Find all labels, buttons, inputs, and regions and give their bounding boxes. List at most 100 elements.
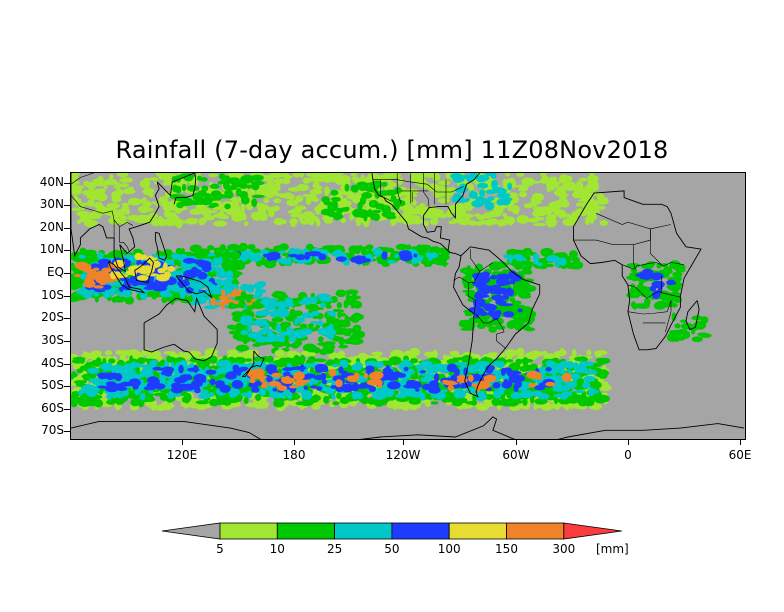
rain-cell bbox=[143, 177, 151, 182]
rain-cell bbox=[564, 181, 577, 191]
rain-cell bbox=[150, 260, 161, 268]
rain-cell bbox=[161, 366, 174, 373]
rain-cell bbox=[487, 173, 497, 177]
rain-cell bbox=[432, 383, 440, 390]
rain-cell bbox=[475, 360, 488, 370]
rain-cell bbox=[330, 385, 338, 389]
rain-cell bbox=[429, 218, 439, 226]
rain-cell bbox=[276, 193, 288, 197]
rain-cell bbox=[143, 386, 156, 391]
rain-cell bbox=[253, 282, 264, 290]
rain-cell bbox=[161, 404, 176, 408]
rain-cell bbox=[349, 338, 364, 345]
rain-cell bbox=[516, 215, 530, 224]
rain-cell bbox=[119, 220, 129, 225]
rain-cell bbox=[390, 217, 396, 226]
rain-cell bbox=[148, 289, 162, 298]
rain-cell bbox=[433, 373, 440, 382]
rain-cell bbox=[434, 186, 443, 190]
rain-cell bbox=[346, 375, 359, 383]
rain-cell bbox=[376, 175, 388, 183]
rain-cell bbox=[215, 248, 220, 257]
rain-cell bbox=[258, 329, 265, 336]
rain-cell bbox=[309, 385, 318, 389]
rain-cell bbox=[495, 299, 506, 305]
rain-cell bbox=[528, 383, 537, 388]
rain-cell bbox=[419, 392, 426, 401]
rain-cell bbox=[671, 312, 677, 322]
rain-cell bbox=[523, 278, 535, 283]
rain-cell bbox=[83, 388, 97, 395]
rain-cell bbox=[482, 220, 496, 226]
rain-cell bbox=[166, 293, 173, 297]
rain-cell bbox=[584, 183, 599, 192]
rain-cell bbox=[355, 358, 361, 364]
rain-cell bbox=[71, 375, 75, 380]
rain-cell bbox=[148, 212, 159, 219]
rain-cell bbox=[477, 182, 489, 189]
rain-cell bbox=[183, 173, 194, 182]
rain-cell bbox=[523, 203, 533, 209]
rain-cell bbox=[476, 404, 489, 411]
rain-cell bbox=[286, 363, 292, 367]
rain-cell bbox=[561, 183, 568, 188]
latitude-tick bbox=[64, 273, 70, 274]
rain-cell bbox=[540, 173, 547, 177]
rain-cell bbox=[262, 381, 268, 389]
rain-cell bbox=[96, 193, 108, 202]
rain-cell bbox=[377, 190, 391, 196]
rain-cell bbox=[549, 181, 556, 191]
rain-cell bbox=[453, 361, 468, 366]
rain-cell bbox=[205, 369, 217, 375]
rain-cell bbox=[468, 191, 478, 199]
rain-cell bbox=[290, 220, 297, 228]
rain-cell bbox=[313, 394, 319, 401]
rain-cell bbox=[119, 177, 133, 183]
rain-cell bbox=[247, 323, 252, 333]
rain-cell bbox=[240, 392, 253, 397]
rain-cell bbox=[103, 271, 110, 280]
rain-cell bbox=[101, 284, 112, 290]
rain-cell bbox=[455, 176, 461, 183]
longitude-tick bbox=[516, 440, 517, 445]
rain-cell bbox=[531, 390, 544, 397]
rain-cell bbox=[280, 260, 290, 265]
rain-cell bbox=[71, 179, 80, 186]
rain-cell bbox=[82, 384, 96, 390]
rain-cell bbox=[314, 207, 322, 215]
rain-cell bbox=[336, 301, 343, 309]
rain-cell bbox=[313, 374, 327, 381]
rain-cell bbox=[571, 212, 579, 219]
rain-cell bbox=[287, 330, 294, 338]
rain-cell bbox=[303, 385, 308, 390]
rain-cell bbox=[503, 254, 511, 259]
rain-cell bbox=[194, 386, 201, 394]
rain-cell bbox=[77, 288, 88, 296]
rain-cell bbox=[108, 358, 116, 364]
rain-cell bbox=[266, 355, 274, 364]
rain-cell bbox=[192, 186, 200, 191]
rain-cell bbox=[332, 173, 345, 175]
rain-cell bbox=[111, 190, 121, 199]
rain-cell bbox=[162, 204, 172, 212]
rain-cell bbox=[578, 398, 586, 406]
longitude-label: 180 bbox=[282, 448, 306, 462]
rain-cell bbox=[395, 243, 408, 251]
rain-cell bbox=[121, 372, 136, 381]
rain-cell bbox=[293, 354, 300, 364]
rain-cell bbox=[505, 398, 519, 407]
rain-cell bbox=[109, 174, 114, 180]
rain-cell bbox=[169, 358, 182, 363]
rain-cell bbox=[377, 351, 382, 357]
rain-cell bbox=[234, 204, 241, 212]
rain-cell bbox=[228, 390, 238, 398]
rain-cell bbox=[461, 213, 474, 218]
rain-cell bbox=[260, 261, 272, 266]
rain-cell bbox=[271, 372, 282, 378]
rain-cell bbox=[425, 252, 432, 259]
rain-cell bbox=[110, 270, 117, 280]
rain-cell bbox=[130, 267, 138, 276]
rain-cell bbox=[548, 176, 558, 182]
rain-cell bbox=[471, 200, 484, 208]
rain-cell bbox=[88, 378, 102, 384]
